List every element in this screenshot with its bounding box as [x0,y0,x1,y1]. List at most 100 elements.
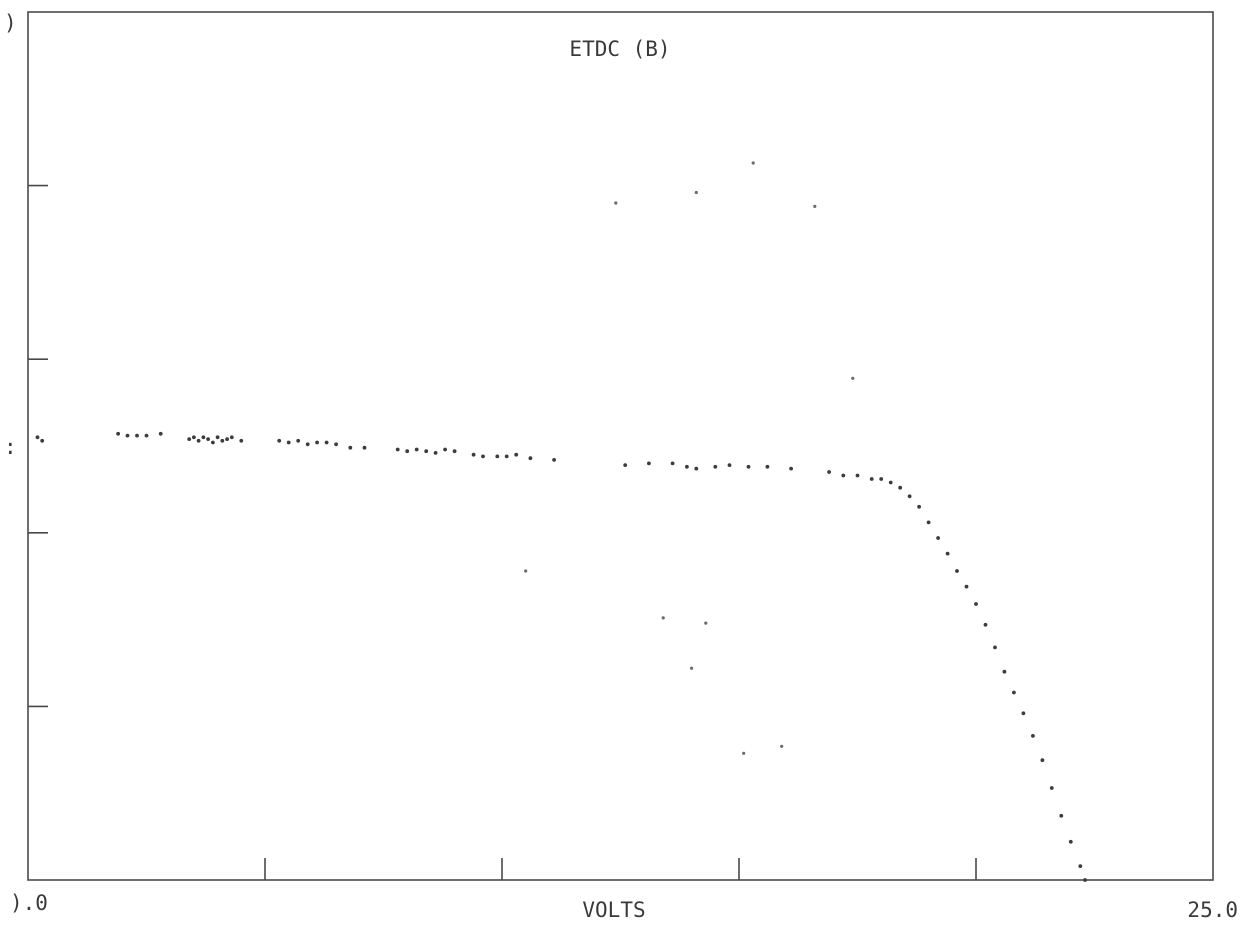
data-point [855,473,860,478]
data-point [955,569,959,573]
y-tick-label-mid: : [4,435,17,459]
data-point [1031,734,1035,738]
data-point [898,485,903,490]
data-point [945,551,950,556]
stray-point [661,616,665,620]
data-point [471,452,476,457]
chart-title: ETDC (B) [569,37,670,61]
data-point [452,449,457,454]
stray-point [524,569,528,573]
data-point [220,438,225,443]
data-point [1040,758,1045,763]
data-point [1002,669,1007,674]
data-point [239,438,244,443]
x-axis-label: VOLTS [582,898,645,922]
data-point [869,477,874,481]
stray-point [614,201,618,205]
axis-ticks [28,184,977,880]
data-point [443,447,447,452]
data-point [552,458,556,462]
data-point [395,447,400,452]
data-point [277,438,282,443]
stray-points [524,161,855,755]
y-tick-label-top: ) [4,11,17,35]
data-point [917,504,921,509]
x-tick-label-min: ).0 [10,891,48,915]
data-point [993,645,997,650]
stray-point [780,744,784,748]
data-point [40,438,45,443]
data-point [405,449,410,454]
data-point [348,445,353,450]
data-point [192,435,196,440]
data-point [211,440,215,445]
data-point [727,463,732,467]
data-point [424,449,429,454]
data-point [433,451,438,455]
data-point [879,477,884,481]
data-point [206,437,211,441]
data-point [694,466,699,471]
data-point [514,452,519,457]
data-point [746,464,751,469]
data-point [495,454,500,459]
data-point [1083,878,1087,882]
data-point [116,431,120,436]
data-point [647,461,651,466]
data-point [296,438,301,443]
data-point [35,435,40,440]
x-tick-label-max: 25.0 [1187,898,1238,922]
data-point [504,454,509,459]
data-point [1049,786,1054,790]
data-point [225,437,230,441]
data-point [528,456,533,461]
stray-point [751,161,755,165]
stray-point [690,666,694,670]
data-point [481,454,485,459]
data-point [125,433,130,438]
data-point [286,440,291,445]
data-point [215,435,220,440]
data-point [196,438,201,443]
data-point [144,433,149,438]
data-points [35,431,1087,882]
data-point [670,461,675,466]
data-point [305,442,310,447]
data-point [334,442,338,447]
data-point [229,435,234,440]
data-point [315,440,319,445]
data-point [1068,839,1073,844]
data-point [983,622,988,627]
data-point [362,445,367,450]
data-point [926,520,931,525]
data-point [187,437,192,441]
stray-point [742,751,746,755]
stray-point [813,204,817,208]
data-point [623,463,628,467]
data-point [1021,711,1026,716]
data-point [841,473,846,478]
data-point [907,494,912,499]
data-point [765,464,770,469]
data-point [888,480,893,485]
stray-point [851,376,855,380]
data-point [685,464,689,469]
stray-point [694,190,698,195]
data-point [827,470,831,474]
data-point [414,447,419,452]
data-point [974,602,978,606]
data-point [936,536,940,540]
data-point [1012,690,1016,695]
data-point [713,464,718,469]
data-point [324,440,329,445]
data-point [1059,813,1064,818]
data-point [158,431,163,436]
data-point [135,433,139,438]
data-point [789,466,793,471]
data-point [964,584,969,589]
stray-point [704,621,708,625]
data-point [1078,864,1083,868]
data-point [201,435,206,440]
plot-frame [27,11,1214,881]
